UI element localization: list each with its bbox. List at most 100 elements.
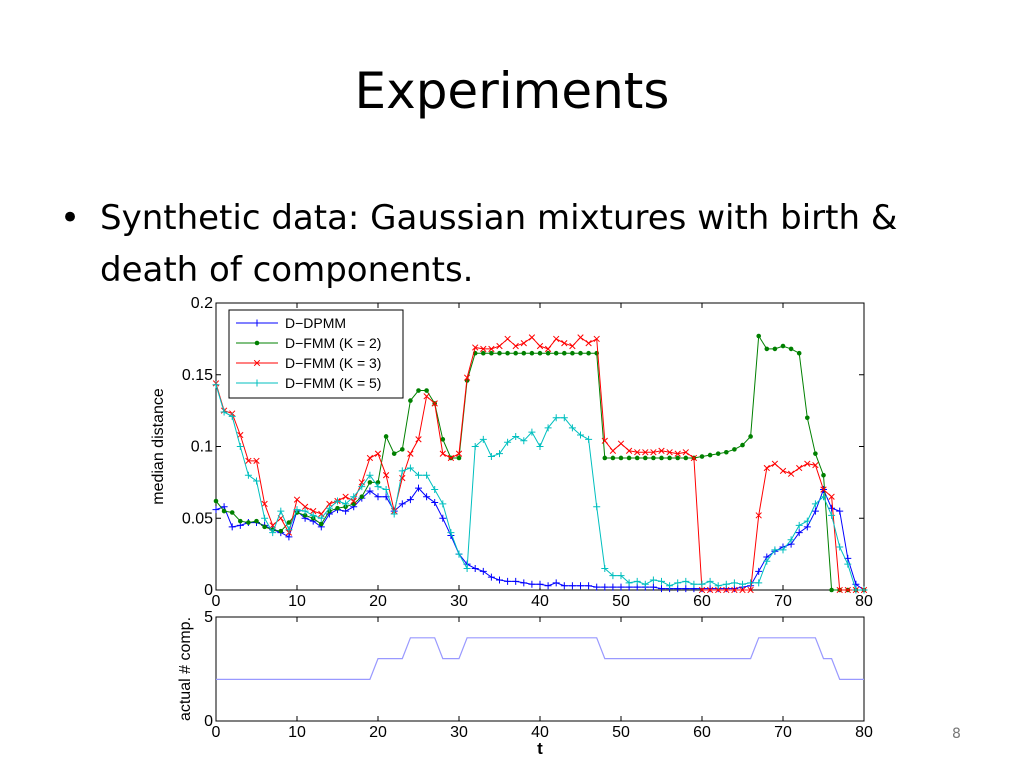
data-point [455,550,463,558]
data-point [334,497,341,505]
data-point [423,493,431,501]
x-axis-label: t [537,739,543,758]
data-point [431,498,439,506]
data-point [455,450,463,457]
data-point [829,587,834,593]
data-point [690,454,698,462]
series-line-3 [215,336,864,591]
data-point [390,507,398,515]
data-point [731,586,738,594]
data-point [747,582,755,590]
data-point [253,477,260,485]
data-point [212,506,220,514]
data-point [220,503,228,511]
data-point [520,579,528,587]
y-tick-label: 0 [204,582,213,599]
legend-label: D−FMM (K = 2) [285,335,381,351]
data-point [309,511,317,519]
slide-title: Experiments [354,62,670,120]
data-point [568,424,576,432]
data-point [325,510,333,518]
x-tick-label: 0 [212,593,221,610]
data-point [690,580,698,588]
data-point [820,486,827,494]
data-point [625,583,633,591]
data-point [552,579,560,587]
data-point [544,345,552,353]
data-point [836,586,843,594]
data-point [649,576,657,584]
data-point [455,550,463,558]
y-tick-label: 0.2 [191,295,213,312]
data-point [537,350,543,356]
data-point [625,447,633,454]
data-point [772,346,778,352]
data-point [609,572,617,580]
data-point [236,443,244,450]
data-point [261,500,268,508]
data-point [682,577,690,585]
data-point [715,586,722,594]
data-point [739,583,746,591]
data-point [390,510,398,518]
series-line-4 [215,384,864,591]
data-point [366,454,374,462]
data-point [601,564,609,572]
data-point [804,460,811,467]
data-point [569,342,576,350]
data-point [795,529,803,537]
data-point [463,564,471,572]
data-point [358,479,365,486]
y-axis-label: actual # comp. [177,617,194,721]
data-point [432,401,438,406]
data-point [424,388,429,393]
data-point [520,437,528,445]
plot-frame [215,616,865,722]
data-point [618,455,624,461]
data-point [570,350,575,356]
data-point [245,457,252,465]
data-point [479,435,487,443]
x-tick-label: 40 [531,593,549,610]
data-point [764,346,770,352]
data-point [237,431,244,439]
data-point [747,586,754,594]
data-point [852,586,860,594]
legend-label: D−FMM (K = 3) [285,355,381,371]
data-point [666,449,673,456]
data-point [641,583,649,591]
data-point [318,510,325,518]
data-point [277,507,285,515]
data-point [780,343,786,349]
data-point [228,523,236,531]
data-point [294,510,300,515]
data-point [406,496,414,504]
data-point [593,583,601,591]
data-point [415,484,422,492]
data-point [755,567,763,575]
x-tick-label: 10 [288,593,306,610]
data-point [706,577,714,585]
data-point [536,580,544,588]
y-tick-label: 0 [204,713,213,730]
data-point [552,414,560,422]
x-tick-label: 20 [369,593,387,610]
top-plot: 0 10 20 30 40 50 60 70 80 0 0.05 0.1 0.15 0.2 median d… [150,295,873,610]
data-point [674,579,682,587]
data-point [367,480,373,485]
data-point [698,585,706,593]
data-point [723,586,730,594]
component-count-line [216,637,864,681]
data-point [358,483,366,491]
data-point [471,443,479,450]
data-point [756,333,761,339]
data-point [585,340,592,347]
data-point [254,340,260,346]
data-point [625,579,633,587]
data-point [350,493,358,501]
data-point [811,500,819,508]
data-point [560,414,568,422]
data-point [244,471,252,479]
data-point [512,432,520,440]
data-point [544,424,552,432]
